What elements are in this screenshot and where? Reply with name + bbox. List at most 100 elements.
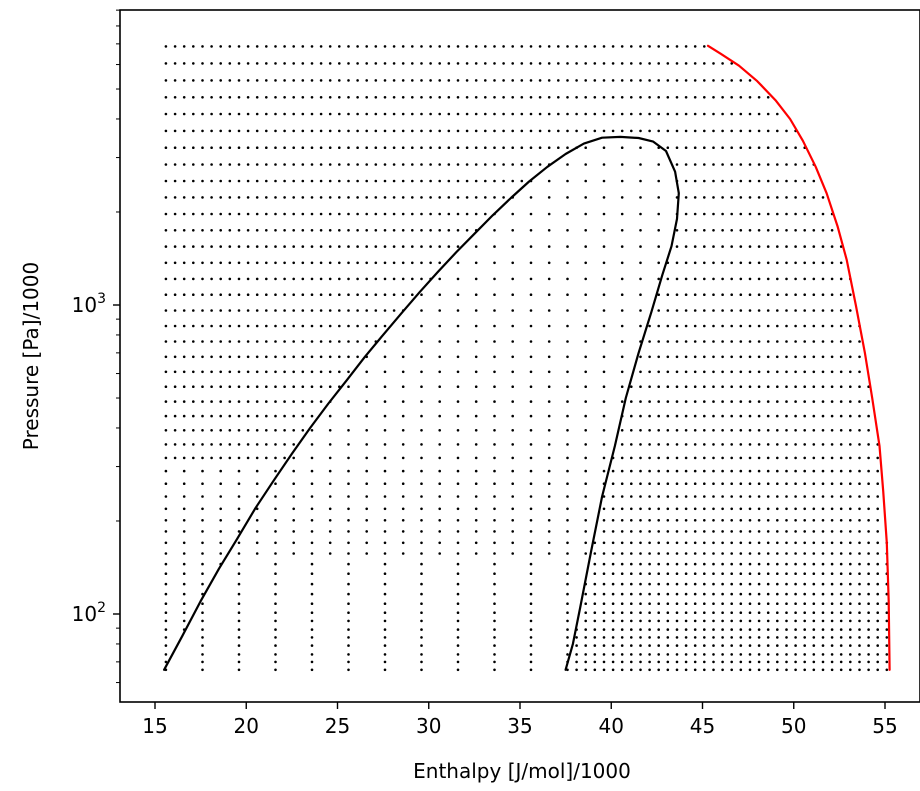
sample-point [849, 619, 852, 623]
sample-point [620, 309, 624, 312]
sample-point [456, 482, 460, 486]
sample-point [630, 429, 633, 432]
sample-point [794, 495, 797, 498]
sample-point [338, 355, 341, 359]
sample-point [438, 229, 442, 232]
sample-point [237, 324, 241, 328]
sample-point [420, 572, 423, 575]
sample-point [611, 129, 615, 133]
sample-point [529, 507, 533, 511]
sample-point [839, 429, 843, 432]
sample-point [703, 429, 706, 432]
sample-point [593, 636, 597, 639]
sample-point [730, 495, 733, 498]
sample-point [566, 469, 569, 473]
sample-point [265, 400, 268, 403]
sample-point [465, 112, 469, 116]
sample-point [785, 619, 788, 623]
sample-point [666, 146, 670, 149]
sample-point [620, 619, 624, 623]
sample-point [712, 370, 715, 374]
sample-point [566, 229, 569, 232]
sample-point [766, 469, 770, 473]
sample-point [164, 62, 168, 65]
sample-point [785, 541, 788, 545]
sample-point [328, 324, 332, 328]
sample-point [292, 229, 296, 232]
sample-point [411, 146, 414, 149]
sample-point [739, 400, 743, 403]
sample-point [319, 370, 323, 374]
sample-point [812, 293, 816, 297]
sample-point [803, 653, 806, 656]
sample-point [338, 261, 341, 265]
sample-point [812, 261, 816, 265]
sample-point [575, 129, 578, 133]
sample-point [693, 582, 697, 586]
sample-point [557, 146, 560, 149]
sample-point [529, 602, 533, 605]
sample-point [347, 370, 350, 374]
sample-point [511, 340, 514, 343]
sample-point [447, 62, 451, 65]
sample-point [173, 443, 177, 446]
sample-point [748, 552, 752, 555]
sample-point [803, 582, 806, 586]
sample-point [255, 495, 259, 498]
sample-point [566, 530, 569, 533]
sample-point [803, 628, 806, 631]
sample-point [274, 293, 277, 297]
sample-point [529, 277, 533, 281]
sample-point [547, 370, 551, 374]
sample-point [474, 146, 478, 149]
sample-point [255, 229, 259, 232]
sample-point [739, 309, 743, 312]
sample-point [292, 277, 296, 281]
sample-point [812, 196, 816, 199]
sample-point [602, 196, 606, 199]
sample-point [602, 229, 606, 232]
sample-point [703, 482, 706, 486]
sample-point [794, 628, 797, 631]
sample-point [684, 385, 688, 389]
sample-point [584, 309, 587, 312]
sample-point [639, 163, 642, 166]
sample-point [602, 245, 606, 248]
sample-point [237, 45, 241, 48]
sample-point [785, 582, 788, 586]
sample-point [739, 212, 743, 216]
sample-point [776, 429, 779, 432]
sample-point [292, 456, 296, 460]
sample-point [602, 79, 606, 82]
sample-point [867, 541, 870, 545]
sample-point [757, 519, 761, 522]
sample-point [356, 309, 359, 312]
sample-point [283, 277, 286, 281]
sample-point [693, 45, 697, 48]
sample-point [858, 653, 861, 656]
sample-point [602, 636, 606, 639]
sample-point [748, 619, 752, 623]
sample-point [192, 324, 195, 328]
sample-point [210, 146, 213, 149]
sample-point [420, 619, 423, 623]
sample-point [383, 293, 387, 297]
sample-point [757, 370, 761, 374]
sample-point [730, 414, 733, 418]
sample-point [447, 229, 451, 232]
sample-point [757, 443, 761, 446]
sample-point [712, 324, 715, 328]
sample-point [310, 79, 314, 82]
sample-point [602, 507, 606, 511]
sample-point [703, 628, 706, 631]
sample-point [420, 112, 423, 116]
sample-point [319, 79, 323, 82]
sample-point [210, 212, 213, 216]
sample-point [630, 592, 633, 596]
sample-point [684, 112, 688, 116]
sample-point [703, 469, 706, 473]
sample-point [867, 619, 870, 623]
sample-point [611, 636, 615, 639]
sample-point [584, 370, 587, 374]
